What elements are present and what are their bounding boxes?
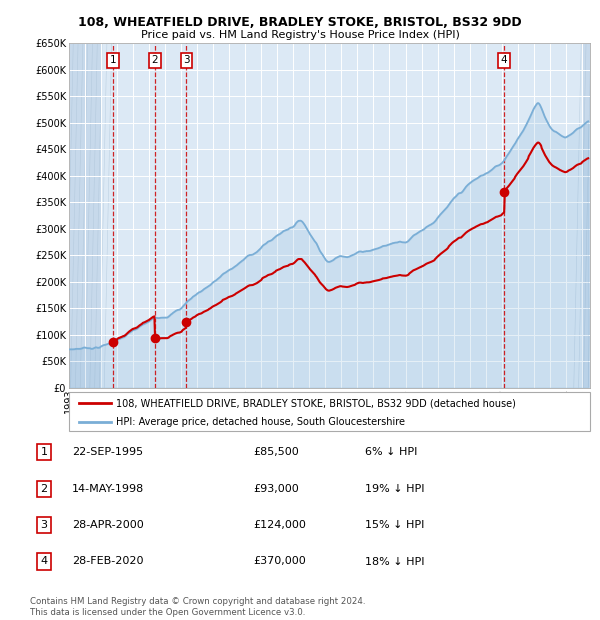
Text: 4: 4 — [501, 55, 508, 65]
Text: £85,500: £85,500 — [253, 447, 299, 457]
Text: 6% ↓ HPI: 6% ↓ HPI — [365, 447, 417, 457]
Text: 28-APR-2000: 28-APR-2000 — [72, 520, 143, 530]
Text: 3: 3 — [40, 520, 47, 530]
Text: 18% ↓ HPI: 18% ↓ HPI — [365, 557, 424, 567]
Text: 15% ↓ HPI: 15% ↓ HPI — [365, 520, 424, 530]
Text: 3: 3 — [183, 55, 190, 65]
Text: 108, WHEATFIELD DRIVE, BRADLEY STOKE, BRISTOL, BS32 9DD (detached house): 108, WHEATFIELD DRIVE, BRADLEY STOKE, BR… — [116, 398, 516, 408]
Text: 14-MAY-1998: 14-MAY-1998 — [72, 484, 144, 494]
Text: 2: 2 — [40, 484, 47, 494]
Text: £93,000: £93,000 — [253, 484, 299, 494]
Text: 1: 1 — [109, 55, 116, 65]
Text: 1: 1 — [40, 447, 47, 457]
Text: 28-FEB-2020: 28-FEB-2020 — [72, 557, 143, 567]
Text: 19% ↓ HPI: 19% ↓ HPI — [365, 484, 424, 494]
Text: £370,000: £370,000 — [253, 557, 306, 567]
Text: Contains HM Land Registry data © Crown copyright and database right 2024.
This d: Contains HM Land Registry data © Crown c… — [30, 598, 365, 617]
Text: £124,000: £124,000 — [253, 520, 306, 530]
Text: 4: 4 — [40, 557, 47, 567]
Text: 108, WHEATFIELD DRIVE, BRADLEY STOKE, BRISTOL, BS32 9DD: 108, WHEATFIELD DRIVE, BRADLEY STOKE, BR… — [78, 16, 522, 29]
FancyBboxPatch shape — [69, 392, 590, 431]
Text: HPI: Average price, detached house, South Gloucestershire: HPI: Average price, detached house, Sout… — [116, 417, 405, 427]
Text: 2: 2 — [152, 55, 158, 65]
Text: Price paid vs. HM Land Registry's House Price Index (HPI): Price paid vs. HM Land Registry's House … — [140, 30, 460, 40]
Text: 22-SEP-1995: 22-SEP-1995 — [72, 447, 143, 457]
